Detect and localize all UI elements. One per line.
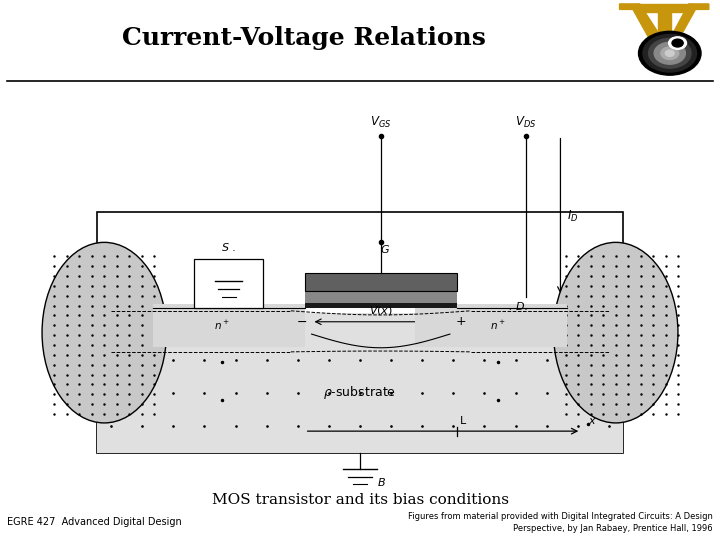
Bar: [194, 259, 264, 308]
Circle shape: [661, 47, 679, 59]
Text: $V_{GS}$: $V_{GS}$: [370, 115, 392, 130]
Text: x: x: [588, 416, 595, 426]
Polygon shape: [657, 12, 671, 45]
Circle shape: [643, 35, 696, 72]
Text: $n^+$: $n^+$: [490, 319, 506, 332]
Text: Current-Voltage Relations: Current-Voltage Relations: [122, 25, 486, 50]
Text: L: L: [460, 416, 467, 426]
Text: . D.: . D.: [510, 302, 528, 312]
Polygon shape: [667, 4, 708, 45]
Circle shape: [639, 31, 701, 75]
Polygon shape: [619, 4, 667, 45]
Bar: [305, 302, 456, 308]
Ellipse shape: [42, 242, 166, 423]
Bar: [97, 212, 623, 453]
Text: $\rho$-substrate: $\rho$-substrate: [323, 384, 397, 401]
Text: $V(x)$: $V(x)$: [369, 305, 392, 318]
Text: Figures from material provided with Digital Integrated Circuits: A Design
Perspe: Figures from material provided with Digi…: [408, 512, 713, 532]
Bar: [97, 313, 623, 453]
Circle shape: [669, 37, 687, 49]
Text: $n^+$: $n^+$: [214, 319, 230, 332]
Text: $V_{DS}$: $V_{DS}$: [516, 115, 536, 130]
Text: $-$: $-$: [296, 315, 307, 328]
Text: EGRE 427  Advanced Digital Design: EGRE 427 Advanced Digital Design: [7, 517, 182, 527]
Circle shape: [672, 39, 683, 47]
Polygon shape: [636, 4, 692, 12]
Ellipse shape: [554, 242, 678, 423]
Circle shape: [649, 38, 691, 68]
Polygon shape: [153, 303, 305, 347]
Bar: [305, 291, 456, 302]
Text: G: G: [381, 245, 390, 255]
Polygon shape: [415, 303, 567, 347]
Text: S .: S .: [222, 243, 235, 253]
Text: $I_D$: $I_D$: [567, 208, 579, 224]
Text: $+$: $+$: [454, 315, 466, 328]
Circle shape: [665, 50, 674, 56]
Circle shape: [654, 42, 685, 64]
Text: MOS transistor and its bias conditions: MOS transistor and its bias conditions: [212, 492, 508, 507]
Text: B: B: [377, 478, 385, 488]
Bar: [305, 273, 456, 291]
